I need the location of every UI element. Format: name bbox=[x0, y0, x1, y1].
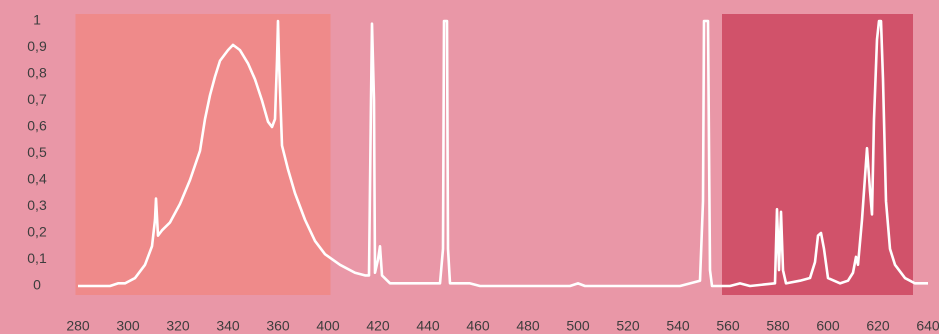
x-tick-label: 620 bbox=[866, 318, 890, 334]
x-tick-label: 440 bbox=[416, 318, 440, 334]
x-tick-label: 580 bbox=[766, 318, 790, 334]
x-tick-label: 400 bbox=[316, 318, 340, 334]
x-tick-label: 300 bbox=[116, 318, 140, 334]
spectrum-line bbox=[78, 19, 928, 288]
x-tick-label: 420 bbox=[366, 318, 390, 334]
x-tick-label: 280 bbox=[66, 318, 90, 334]
x-tick-label: 360 bbox=[266, 318, 290, 334]
y-tick-label: 0,1 bbox=[27, 250, 47, 266]
y-tick-label: 0,2 bbox=[27, 224, 47, 240]
x-tick-label: 340 bbox=[216, 318, 240, 334]
y-tick-label: 0,7 bbox=[27, 91, 47, 107]
x-tick-label: 480 bbox=[516, 318, 540, 334]
highlight-band bbox=[75, 14, 331, 295]
x-tick-label: 320 bbox=[166, 318, 190, 334]
x-tick-label: 520 bbox=[616, 318, 640, 334]
x-tick-label: 600 bbox=[816, 318, 840, 334]
y-tick-label: 0 bbox=[33, 277, 41, 293]
y-tick-label: 1 bbox=[33, 12, 41, 28]
x-tick-label: 540 bbox=[666, 318, 690, 334]
y-tick-label: 0,9 bbox=[27, 38, 47, 54]
y-tick-label: 0,3 bbox=[27, 197, 47, 213]
y-tick-label: 0,8 bbox=[27, 65, 47, 81]
x-tick-label: 640 bbox=[916, 318, 939, 334]
x-tick-label: 460 bbox=[466, 318, 490, 334]
y-tick-label: 0,6 bbox=[27, 118, 47, 134]
x-tick-label: 500 bbox=[566, 318, 590, 334]
y-tick-label: 0,5 bbox=[27, 144, 47, 160]
y-tick-label: 0,4 bbox=[27, 171, 47, 187]
x-tick-label: 560 bbox=[716, 318, 740, 334]
